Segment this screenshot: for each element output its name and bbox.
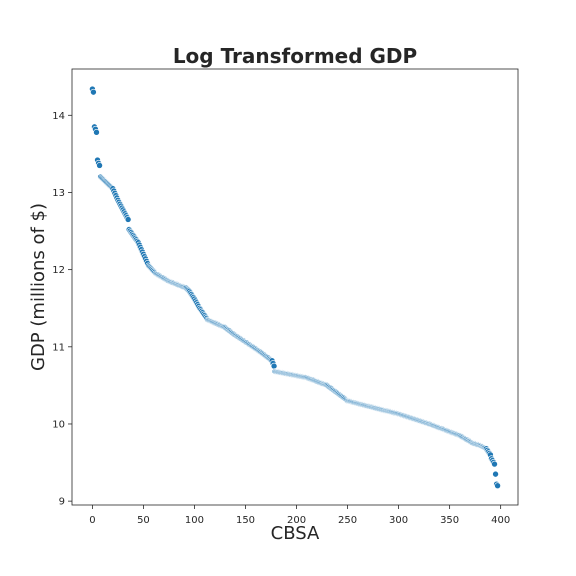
x-tick-label: 0 [89, 515, 95, 526]
x-tick-label: 50 [137, 515, 150, 526]
x-axis-label: CBSA [271, 523, 320, 544]
data-point [93, 129, 99, 135]
x-tick-label: 300 [389, 515, 408, 526]
data-point [90, 89, 96, 95]
y-tick-label: 12 [52, 265, 65, 276]
x-tick-label: 100 [185, 515, 204, 526]
plot-frame [72, 69, 518, 505]
data-points [89, 86, 500, 489]
data-point [495, 483, 501, 489]
x-tick-label: 250 [338, 515, 357, 526]
data-point [97, 162, 103, 168]
y-axis-ticks: 9 10 11 12 13 14 [52, 111, 72, 508]
chart-title: Log Transformed GDP [173, 44, 417, 68]
x-tick-label: 150 [236, 515, 255, 526]
y-tick-label: 10 [52, 419, 65, 430]
data-point [492, 461, 498, 467]
data-point [493, 471, 499, 477]
y-tick-label: 14 [52, 111, 65, 122]
data-point [271, 363, 277, 369]
y-tick-label: 11 [52, 342, 65, 353]
y-tick-label: 13 [52, 188, 65, 199]
y-tick-label: 9 [59, 497, 65, 508]
data-point [125, 216, 131, 222]
y-axis-label: GDP (millions of $) [28, 203, 49, 371]
x-tick-label: 350 [440, 515, 459, 526]
x-tick-label: 400 [491, 515, 510, 526]
